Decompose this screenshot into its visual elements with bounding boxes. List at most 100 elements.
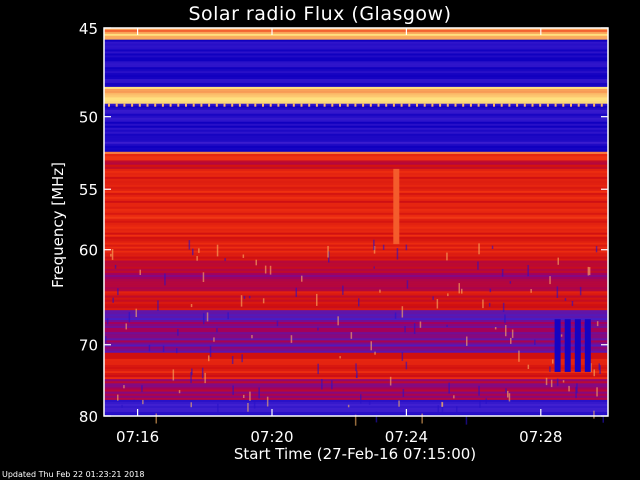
heatmap-band-row — [104, 196, 608, 200]
heatmap-band-row — [104, 149, 608, 153]
heatmap-speckle — [213, 337, 215, 342]
heatmap-interference-dot — [169, 103, 172, 107]
heatmap-speckle — [394, 312, 397, 319]
heatmap-interference-dot — [200, 103, 203, 107]
heatmap-band-row — [104, 115, 608, 119]
heatmap-speckle — [441, 402, 444, 407]
heatmap-band-row — [104, 389, 608, 392]
heatmap-speckle — [253, 401, 256, 409]
heatmap-band-row — [104, 113, 608, 117]
heatmap-band-row — [104, 308, 608, 311]
heatmap-band-row — [104, 69, 608, 72]
heatmap-speckle — [534, 339, 536, 345]
heatmap-speckle — [478, 243, 480, 255]
heatmap-speckle — [446, 324, 448, 327]
heatmap-speckle — [373, 239, 375, 251]
heatmap-speckle — [117, 394, 119, 401]
heatmap-band-row — [104, 334, 608, 337]
heatmap-speckle — [231, 356, 234, 364]
y-tick-label: 80 — [79, 408, 98, 426]
heatmap-speckle — [106, 318, 109, 325]
heatmap-speckle — [527, 265, 529, 277]
heatmap-interference-dot — [346, 103, 349, 107]
heatmap-band-row — [104, 129, 608, 133]
heatmap-speckle — [360, 394, 362, 404]
heatmap-speckle — [269, 265, 272, 275]
heatmap-speckle — [489, 288, 492, 293]
heatmap-band-row — [104, 342, 608, 345]
heatmap-band-row — [104, 387, 608, 390]
heatmap-speckle — [556, 378, 559, 386]
heatmap-speckle — [258, 387, 260, 399]
heatmap-interference-dot — [215, 103, 218, 107]
heatmap-band-row — [104, 228, 608, 232]
heatmap-band-row — [104, 202, 608, 206]
heatmap-speckle — [135, 308, 137, 317]
heatmap-interference-dot — [238, 103, 241, 107]
heatmap-band-row — [104, 210, 608, 214]
heatmap-speckle — [478, 385, 480, 396]
heatmap-speckle — [595, 246, 598, 253]
heatmap-speckle — [208, 355, 210, 362]
heatmap-band-row — [104, 204, 608, 208]
heatmap-band-row — [104, 358, 608, 362]
heatmap-speckle — [125, 323, 127, 330]
heatmap-band-row — [104, 403, 608, 407]
heatmap-speckle — [590, 363, 592, 373]
heatmap-band-row — [104, 174, 608, 178]
heatmap-band-row — [104, 117, 608, 121]
heatmap-speckle — [588, 267, 591, 276]
heatmap-band-row — [104, 276, 608, 280]
heatmap-band-row — [104, 86, 608, 90]
heatmap-interference-dot — [208, 103, 211, 107]
heatmap-speckle — [466, 336, 468, 346]
heatmap-speckle — [465, 414, 468, 425]
heatmap-band-row — [104, 224, 608, 228]
heatmap-speckle — [209, 345, 212, 357]
heatmap-speckle — [545, 377, 548, 386]
heatmap-band-row — [104, 234, 608, 237]
heatmap-band-row — [104, 188, 608, 192]
heatmap-speckle — [479, 400, 481, 408]
heatmap-speckle — [317, 363, 319, 375]
heatmap-band-row — [104, 186, 608, 190]
heatmap-band-row — [104, 285, 608, 288]
heatmap-interference-dot — [585, 103, 588, 107]
heatmap-speckle — [518, 350, 520, 362]
heatmap-interference-dot — [131, 103, 134, 107]
heatmap-speckle — [202, 272, 205, 282]
heatmap-interference-dot — [354, 103, 357, 107]
heatmap-speckle — [501, 269, 504, 277]
heatmap-speckle — [477, 261, 479, 270]
heatmap-burst — [554, 319, 561, 372]
heatmap-band-row — [104, 348, 608, 351]
heatmap-interference-dot — [115, 103, 118, 107]
heatmap-speckle — [316, 293, 318, 306]
heatmap-speckle — [398, 400, 400, 407]
heatmap-speckle — [216, 244, 219, 257]
heatmap-band-row — [104, 145, 608, 149]
heatmap-speckle — [190, 372, 192, 383]
heatmap-speckle — [461, 288, 463, 294]
heatmap-band-row — [104, 75, 608, 78]
heatmap-band-row — [104, 162, 608, 165]
heatmap-speckle — [599, 365, 601, 374]
heatmap-band-row — [104, 45, 608, 48]
heatmap-interference-dot — [177, 103, 180, 107]
heatmap-interference-dot — [285, 103, 288, 107]
heatmap-band-row — [104, 84, 608, 88]
heatmap-speckle — [488, 302, 491, 307]
heatmap-band-row — [104, 250, 608, 253]
heatmap-speckle — [374, 351, 376, 355]
y-tick-label: 70 — [79, 337, 98, 355]
heatmap-band-row — [104, 123, 608, 127]
heatmap-speckle — [447, 293, 449, 297]
heatmap-band-row — [104, 135, 608, 139]
heatmap-band-row — [104, 39, 608, 42]
heatmap-speckle — [337, 316, 339, 326]
heatmap-band-row — [104, 31, 608, 35]
heatmap-band-row — [104, 97, 608, 100]
heatmap-speckle — [157, 300, 159, 311]
heatmap-band-row — [104, 200, 608, 204]
heatmap-band-row — [104, 93, 608, 96]
